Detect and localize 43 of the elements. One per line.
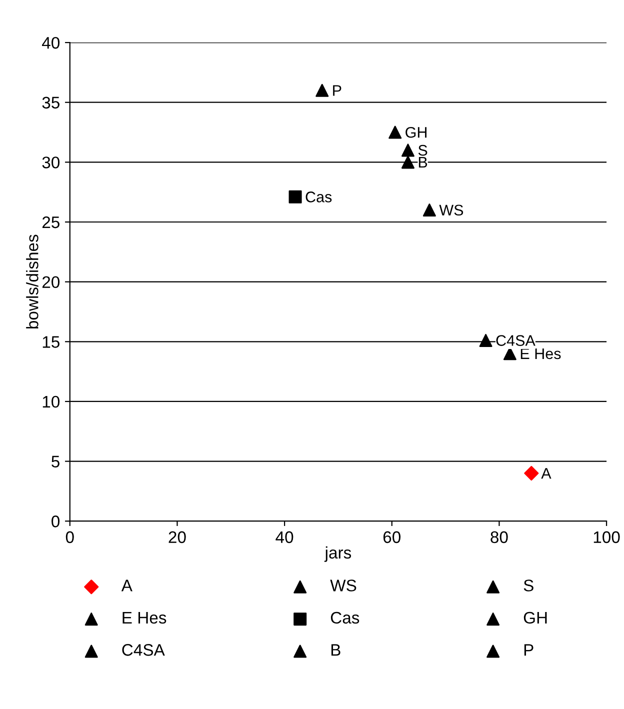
y-tick-label: 35 [42, 96, 60, 109]
text: A [541, 468, 552, 479]
y-tick-label: 30 [42, 156, 60, 168]
text: GH [406, 126, 426, 138]
y-tick-label: 0 [52, 516, 60, 528]
point [524, 466, 539, 481]
point [401, 144, 414, 157]
point [388, 126, 402, 139]
y-tick-label: 40 [42, 36, 60, 49]
x-tick-label: 20 [168, 531, 186, 544]
text: Cas [306, 192, 332, 202]
legend-label: E Hes [122, 612, 166, 624]
x-tick-label: 0 [66, 531, 74, 544]
point [288, 190, 302, 204]
x-tick-label: 100 [594, 531, 620, 544]
text: B [418, 157, 428, 168]
point [479, 334, 492, 347]
point [316, 84, 329, 97]
point [503, 347, 516, 360]
legend-label: A [121, 580, 132, 592]
text: WS [439, 204, 464, 216]
legend-label: P [524, 644, 534, 656]
legend-label: WS [330, 580, 356, 592]
legend-label: S [524, 580, 534, 592]
legend-label: GH [524, 612, 547, 624]
x-axis-title: jars [324, 546, 352, 562]
point [422, 204, 436, 217]
y-tick-label: 20 [42, 276, 60, 288]
legend-label: B [331, 644, 340, 656]
legend-label: Cas [330, 612, 360, 624]
x-tick-label: 40 [276, 531, 294, 544]
text: S [418, 144, 428, 156]
text: P [333, 85, 342, 96]
y-tick-label: 10 [42, 396, 60, 408]
legend-label: C4SA [122, 644, 165, 656]
y-axis-title: bowls/dishes [26, 234, 38, 328]
y-tick-label: 15 [42, 336, 60, 348]
x-tick-label: 80 [490, 531, 508, 544]
text: C4SA [496, 335, 536, 346]
y-tick-label: 25 [42, 216, 60, 228]
x-tick-label: 60 [383, 531, 400, 544]
point [401, 156, 414, 169]
y-tick-label: 5 [52, 456, 60, 468]
